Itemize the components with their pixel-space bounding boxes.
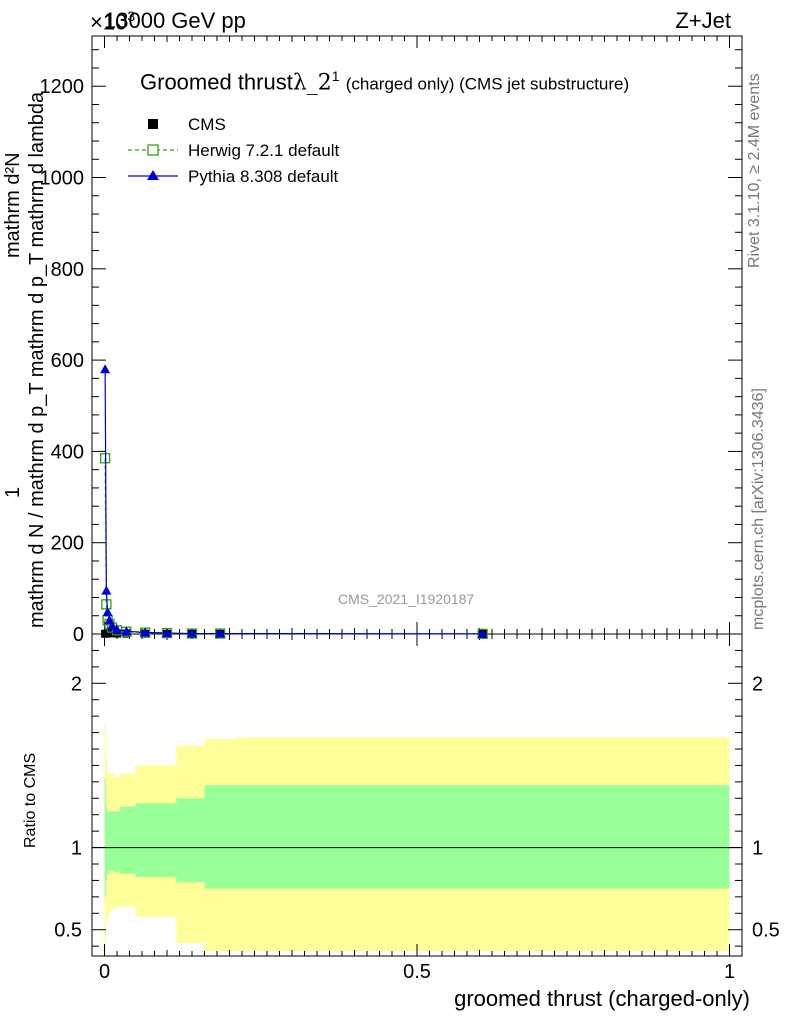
legend-label-pythia: Pythia 8.308 default [188,167,339,186]
plot-title-sup: 1 [331,68,340,84]
plot-title: Groomed thrustλ_21 (charged only) (CMS j… [140,68,629,95]
pythia-data-point [112,624,122,634]
y-axis-label-numerator: mathrm d²N [2,152,24,258]
x-tick-label: 0 [99,961,110,983]
y-tick-label: 1200 [40,76,85,98]
y-tick-label: 1000 [40,168,85,190]
series-line-herwig [104,458,483,635]
x-axis-label: groomed thrust (charged-only) [454,986,750,1011]
ratio-band-stat [104,778,730,897]
pythia-data-point [215,628,226,638]
ratio-y-tick-label: 2 [752,673,763,695]
y-tick-label: 800 [51,259,84,281]
ratio-y-tick-label: 1 [752,838,763,860]
x-tick-label: 1 [724,961,735,983]
pythia-data-point [102,607,113,617]
legend-marker-cms [148,119,158,129]
plot-title-main: Groomed thrust [140,69,293,95]
pythia-data-point [121,626,132,636]
pythia-data-point [140,627,151,637]
plot-axes: 0 0.5 1 0 200 400 600 800 1000 1200 0.5 0.5 1 1 2 2 [40,35,780,983]
y-axis-label-one: 1 [2,486,24,498]
y-tick-label: 400 [51,441,84,463]
legend-marker-herwig [147,144,159,156]
process-label: Z+Jet [675,8,731,33]
plot-title-symbol: λ_2 [292,70,332,96]
pythia-data-point [162,628,172,638]
y-tick-label: 600 [51,350,84,372]
ratio-y-tick-label: 0.5 [752,920,780,942]
ratio-y-axis-label: Ratio to CMS [22,752,39,848]
exponent-label: ×103 [90,8,136,35]
ratio-y-tick-label: 2 [71,673,82,695]
energy-label: 13000 GeV pp [104,8,246,33]
pythia-data-point [477,628,488,638]
x-tick-label: 0.5 [403,961,431,983]
y-tick-label: 200 [51,533,84,555]
cms-data-point [113,629,121,638]
ratio-uncertainty-bands [92,724,742,956]
plot-title-suffix: (charged only) (CMS jet substructure) [345,74,630,94]
ratio-y-tick-label: 1 [71,838,82,860]
legend-label-cms: CMS [188,115,226,134]
legend-marker-pythia [147,170,159,180]
pythia-data-point [100,364,111,374]
pythia-data-point [101,585,112,595]
legend-label-herwig: Herwig 7.2.1 default [188,141,339,160]
ratio-y-tick-label: 0.5 [54,920,82,942]
analysis-watermark: CMS_2021_I1920187 [338,591,475,607]
y-axis-label-denominator: mathrm d N / mathrm d p_T mathrm d p_T m… [26,91,48,628]
cms-data-point [106,629,115,638]
rivet-version-label: Rivet 3.1.10, ≥ 2.4M events [746,73,763,268]
y-tick-label: 0 [73,624,84,646]
data-series [99,364,488,640]
mcplots-source-label: mcplots.cern.ch [arXiv:1306.3436] [750,388,767,630]
legend: CMS Herwig 7.2.1 default Pythia 8.308 defa… [128,115,339,186]
pythia-data-point [187,628,197,638]
pythia-data-point [107,620,117,630]
